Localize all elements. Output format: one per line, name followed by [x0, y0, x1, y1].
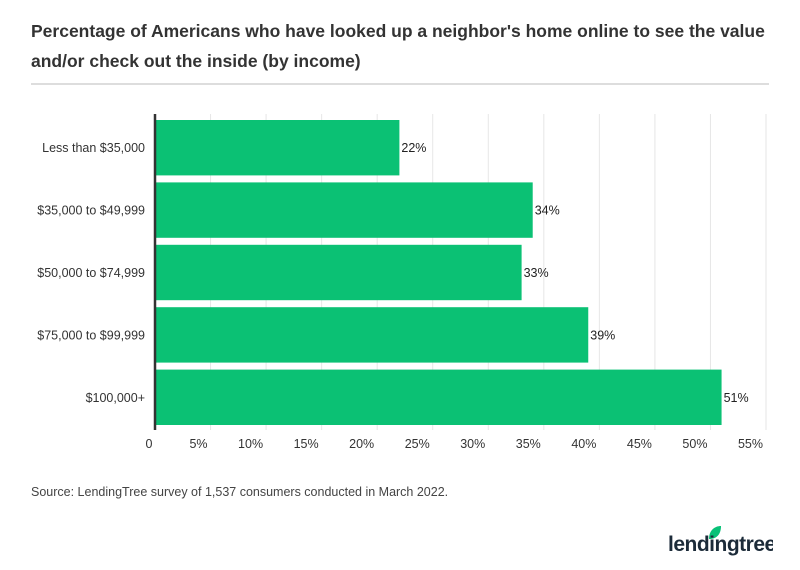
leaf-icon — [709, 526, 721, 539]
bar — [155, 244, 522, 301]
data-label: 39% — [590, 328, 615, 342]
bar — [155, 307, 589, 363]
bar — [155, 182, 533, 238]
bar — [155, 120, 400, 176]
lendingtree-logo: lendingtree — [668, 522, 776, 561]
x-tick-label: 35% — [516, 437, 541, 451]
x-tick-label: 10% — [238, 437, 263, 451]
category-label: $50,000 to $74,999 — [37, 266, 145, 280]
data-label: 34% — [535, 204, 560, 218]
x-tick-label: 30% — [460, 437, 485, 451]
x-tick-label: 50% — [682, 437, 707, 451]
x-tick-label: 0 — [146, 437, 153, 451]
x-tick-label: 40% — [571, 437, 596, 451]
chart-title: Percentage of Americans who have looked … — [31, 21, 765, 71]
bar-chart: 0 5% 10% 15% 20% 25% 30% 35% 40% 45% 50% 55% Less th… — [37, 114, 767, 451]
title-divider — [31, 83, 769, 85]
category-label: Less than $35,000 — [42, 141, 145, 155]
data-label: 33% — [524, 266, 549, 280]
data-label: 51% — [724, 391, 749, 405]
category-label: $75,000 to $99,999 — [37, 328, 145, 342]
data-label: 22% — [401, 141, 426, 155]
svg-text:lendingtree: lendingtree — [668, 533, 773, 556]
x-tick-label: 25% — [405, 437, 430, 451]
x-tick-label: 5% — [189, 437, 207, 451]
x-tick-label: 55% — [738, 437, 763, 451]
x-tick-label: 20% — [349, 437, 374, 451]
category-label: $100,000+ — [86, 391, 145, 405]
x-tick-label: 15% — [294, 437, 319, 451]
category-label: $35,000 to $49,999 — [37, 204, 145, 218]
x-tick-label: 45% — [627, 437, 652, 451]
bar — [155, 369, 722, 425]
source-note: Source: LendingTree survey of 1,537 cons… — [31, 485, 449, 499]
